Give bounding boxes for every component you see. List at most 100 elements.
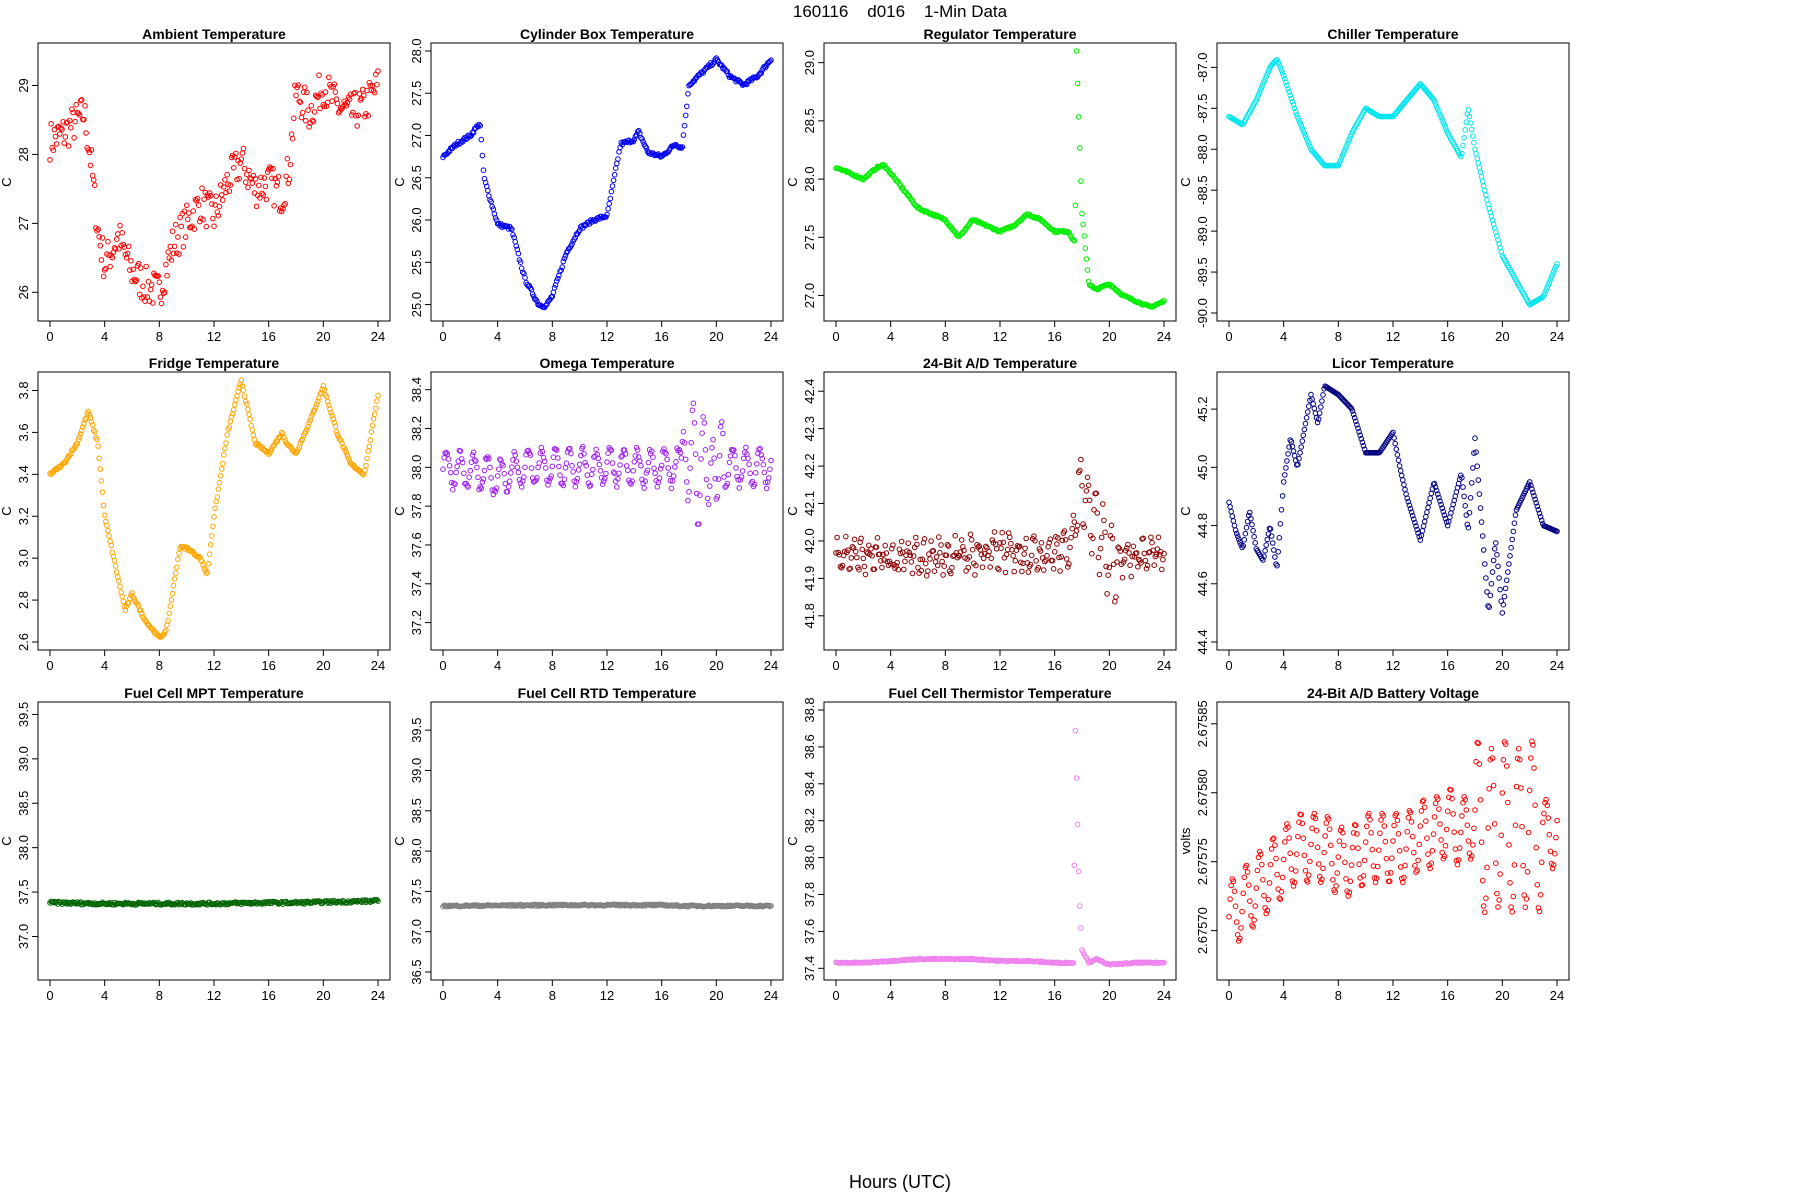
data-point [1535,507,1542,513]
data-point [228,414,235,420]
data-point [739,468,746,474]
data-point [704,495,711,502]
data-point [140,283,146,290]
data-point [1077,903,1083,909]
data-point [1466,509,1473,516]
data-point [1240,890,1246,897]
data-point [183,202,190,209]
data-point [1494,551,1500,558]
data-point [1522,904,1529,911]
data-point [494,473,501,479]
data-point [1465,838,1472,844]
data-point [506,478,513,485]
data-point [1368,830,1374,836]
data-point [1470,842,1476,848]
data-point [581,451,587,457]
data-point [979,564,986,571]
data-point [1370,863,1377,869]
data-point [595,455,602,462]
data-point [1085,278,1092,285]
data-point [1269,836,1276,843]
data-point [1462,127,1468,133]
data-point [1546,831,1553,838]
data-point [761,469,768,476]
data-point [1098,534,1105,541]
data-point [311,109,318,115]
data-point [878,558,884,564]
data-point [1455,857,1462,863]
data-point [1279,70,1286,76]
data-point [1126,550,1132,556]
data-point [475,474,481,481]
data-point [1425,851,1431,858]
data-point [1233,530,1240,537]
data-point [1250,924,1256,930]
data-point [923,572,930,579]
data-point [312,404,319,410]
data-point [1484,864,1490,871]
data-point [1070,960,1077,966]
data-point [256,182,262,189]
data-point [186,210,192,216]
data-point [610,469,617,475]
data-point [215,486,222,492]
data-point [1463,807,1470,813]
data-point [859,546,866,553]
data-point [1249,521,1255,528]
data-point [1554,528,1560,535]
data-point [1296,117,1302,124]
data-point [1467,120,1474,126]
data-point [222,445,228,452]
data-point [1510,893,1517,900]
data-point [1465,524,1472,531]
data-point [1442,842,1449,849]
data-point [522,464,528,471]
data-point [316,72,322,78]
data-point [508,470,514,476]
data-point [944,542,951,548]
data-point [1263,542,1269,548]
x-tick-label: 20 [709,658,723,673]
data-point [658,462,665,469]
data-point [191,226,198,232]
data-point [1286,835,1292,841]
data-point [631,459,638,465]
data-point [880,551,886,558]
data-point [688,439,695,446]
data-point [303,117,309,124]
data-point [1439,117,1445,123]
data-point [1128,573,1134,580]
y-tick-label: -88.0 [1195,134,1210,164]
data-series [1226,383,1560,616]
data-point [993,546,1000,552]
data-point [120,598,127,605]
data-point [1148,534,1154,541]
y-tick-label: 28.5 [802,108,817,133]
data-point [1440,119,1447,126]
data-point [1435,796,1441,802]
data-point [1474,155,1480,162]
data-point [1490,782,1497,789]
data-point [1279,874,1286,881]
data-point [1114,559,1120,565]
data-point [898,538,905,545]
data-point [1003,551,1010,558]
data-point [100,502,107,509]
data-point [321,387,328,393]
x-tick-label: 20 [1102,658,1116,673]
data-point [1101,517,1107,524]
data-point [758,452,765,458]
data-point [203,223,210,230]
data-point [1025,569,1032,575]
data-point [943,552,950,559]
data-point [284,155,291,162]
data-point [894,559,901,566]
y-tick-label: 41.9 [802,566,817,591]
x-tick-label: 20 [709,329,723,344]
data-point [625,467,631,474]
y-tick-label: 38.5 [16,791,31,816]
data-point [1528,755,1534,761]
data-point [95,226,101,233]
data-point [1362,839,1369,845]
